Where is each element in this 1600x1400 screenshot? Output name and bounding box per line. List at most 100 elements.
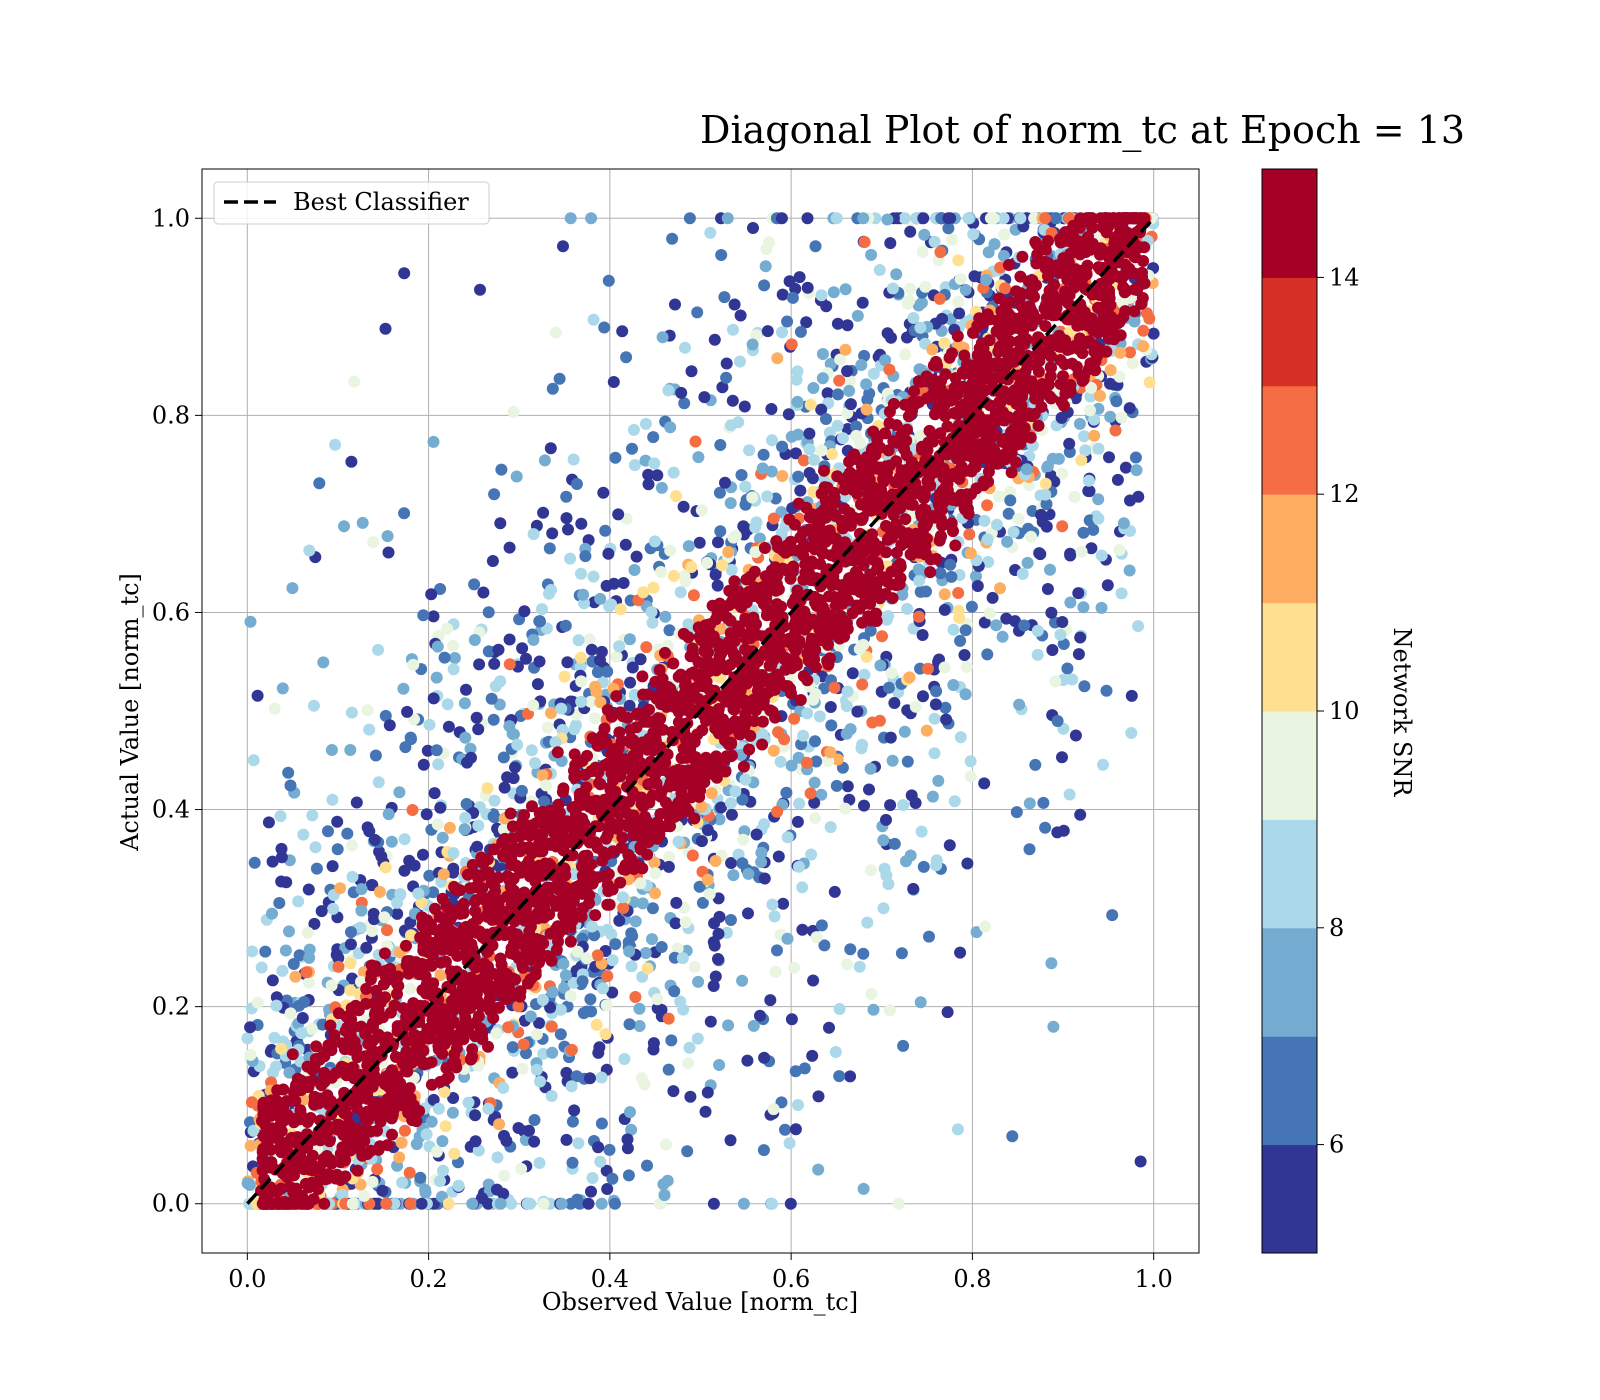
- scatter-point: [607, 376, 620, 388]
- scatter-point: [543, 542, 556, 555]
- scatter-point: [940, 713, 953, 726]
- scatter-point: [1003, 485, 1016, 498]
- scatter-point: [642, 478, 655, 491]
- scatter-point: [557, 240, 569, 253]
- scatter-point: [764, 994, 777, 1007]
- scatter-point: [978, 616, 991, 629]
- scatter-point: [781, 315, 794, 328]
- scatter-point: [791, 395, 804, 408]
- scatter-point: [577, 588, 590, 601]
- scatter-point: [716, 381, 729, 394]
- scatter-point: [785, 1013, 798, 1026]
- scatter-point: [883, 1004, 896, 1017]
- scatter-point: [743, 444, 756, 457]
- scatter-point: [883, 405, 896, 418]
- scatter-point: [1066, 673, 1079, 686]
- scatter-point: [831, 388, 844, 401]
- scatter-point: [808, 776, 821, 789]
- scatter-point: [737, 760, 750, 773]
- scatter-point: [988, 238, 1001, 251]
- scatter-point: [325, 979, 338, 992]
- scatter-point: [791, 815, 804, 828]
- scatter-point: [651, 993, 664, 1006]
- scatter-point: [506, 1041, 519, 1054]
- scatter-point: [360, 982, 373, 995]
- scatter-point: [692, 975, 705, 988]
- scatter-point: [742, 907, 754, 920]
- scatter-point: [883, 417, 896, 430]
- scatter-point: [283, 1066, 296, 1079]
- scatter-point: [928, 747, 941, 760]
- scatter-point: [886, 754, 899, 767]
- scatter-point: [423, 718, 436, 731]
- scatter-point: [262, 816, 275, 829]
- scatter-point: [792, 428, 805, 441]
- scatter-point: [914, 321, 927, 334]
- scatter-point: [797, 729, 810, 742]
- scatter-point: [501, 771, 514, 784]
- scatter-point: [884, 237, 897, 250]
- scatter-point: [722, 546, 735, 558]
- scatter-point: [575, 695, 588, 708]
- scatter-point: [1125, 727, 1138, 739]
- scatter-point: [915, 825, 928, 838]
- scatter-point: [1051, 826, 1064, 839]
- scatter-point: [713, 910, 726, 923]
- scatter-point: [961, 857, 974, 870]
- scatter-point: [766, 1197, 778, 1210]
- scatter-point: [708, 939, 721, 952]
- scatter-point: [662, 1012, 675, 1025]
- scatter-point: [914, 996, 927, 1009]
- scatter-point: [863, 783, 875, 796]
- scatter-point: [794, 484, 807, 497]
- scatter-point: [1094, 389, 1106, 402]
- scatter-point: [734, 309, 747, 322]
- scatter-point: [287, 958, 300, 970]
- scatter-point: [934, 567, 947, 580]
- scatter-point: [917, 860, 930, 873]
- scatter-point: [412, 887, 425, 900]
- scatter-point: [444, 1011, 457, 1024]
- scatter-point: [953, 611, 966, 624]
- scatter-point: [978, 777, 991, 790]
- scatter-point: [404, 1197, 417, 1210]
- scatter-point: [591, 949, 604, 962]
- scatter-point: [995, 305, 1008, 317]
- scatter-point: [616, 891, 629, 904]
- scatter-point: [794, 694, 807, 706]
- scatter-point: [912, 563, 925, 576]
- scatter-point: [586, 1172, 599, 1184]
- scatter-point: [735, 469, 748, 481]
- scatter-point: [626, 442, 638, 455]
- scatter-point: [481, 782, 494, 795]
- scatter-point: [841, 958, 854, 971]
- scatter-point: [396, 1176, 409, 1189]
- scatter-point: [844, 1070, 857, 1083]
- scatter-point: [613, 640, 626, 653]
- scatter-point: [567, 453, 580, 466]
- scatter-point: [951, 1123, 964, 1136]
- scatter-point: [701, 873, 714, 886]
- scatter-point: [691, 306, 704, 319]
- scatter-point: [659, 610, 672, 623]
- scatter-point: [695, 504, 708, 517]
- scatter-point: [599, 524, 612, 537]
- scatter-point: [1128, 315, 1141, 328]
- scatter-point: [767, 744, 780, 757]
- scatter-point: [537, 506, 550, 519]
- scatter-point: [808, 796, 821, 809]
- scatter-point: [425, 1115, 438, 1128]
- scatter-point: [398, 833, 411, 846]
- scatter-point: [401, 705, 414, 718]
- scatter-point: [588, 712, 601, 725]
- scatter-point: [568, 1104, 581, 1117]
- scatter-point: [776, 440, 789, 453]
- scatter-point: [583, 633, 596, 646]
- scatter-point: [736, 793, 749, 806]
- scatter-point: [904, 225, 917, 238]
- scatter-point: [259, 945, 272, 958]
- scatter-point: [824, 357, 837, 370]
- scatter-point: [670, 896, 683, 909]
- scatter-point: [947, 679, 960, 691]
- scatter-point: [916, 245, 929, 258]
